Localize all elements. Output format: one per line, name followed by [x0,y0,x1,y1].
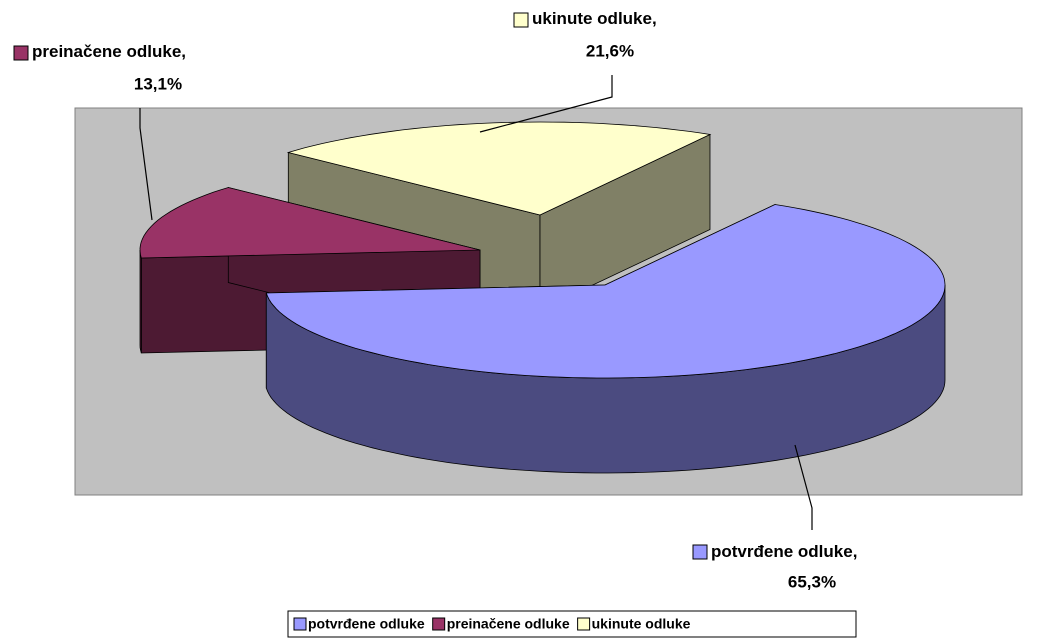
data-label: 13,1% [134,74,182,93]
category-name: preinačene odluke [32,42,181,61]
label-swatch [513,12,529,28]
data-label-name: potvrđene odluke, [711,542,857,561]
legend-label: ukinute odluke [592,616,691,632]
data-labels: potvrđene odluke, 65,3% preinačene odluke,… [13,9,857,591]
category-name: ukinute odluke [532,9,652,28]
legend-swatch [577,617,591,631]
category-name: potvrđene odluke [711,542,853,561]
data-label-name: ukinute odluke, [532,9,657,28]
leader-line [794,444,813,530]
data-label-name: preinačene odluke, [32,42,186,61]
separator: , [652,9,657,28]
label-swatch [692,544,708,560]
leader-line [139,108,153,221]
slice [265,204,946,379]
legend [287,610,857,638]
legend-label: preinačene odluke [447,616,570,632]
pie [139,121,946,474]
data-label: 21,6% [586,41,634,60]
data-label: 65,3% [788,572,836,591]
legend-items: potvrđene odluke preinačene odluke ukinute… [293,616,691,632]
slice-side [139,249,142,354]
leader-line [479,75,613,133]
separator: , [853,542,858,561]
legend-swatch [432,617,446,631]
slice [286,121,712,216]
label-swatch [13,45,29,61]
legend-swatch [293,617,307,631]
slice [139,187,481,259]
legend-label: potvrđene odluke [308,616,425,632]
separator: , [181,42,186,61]
